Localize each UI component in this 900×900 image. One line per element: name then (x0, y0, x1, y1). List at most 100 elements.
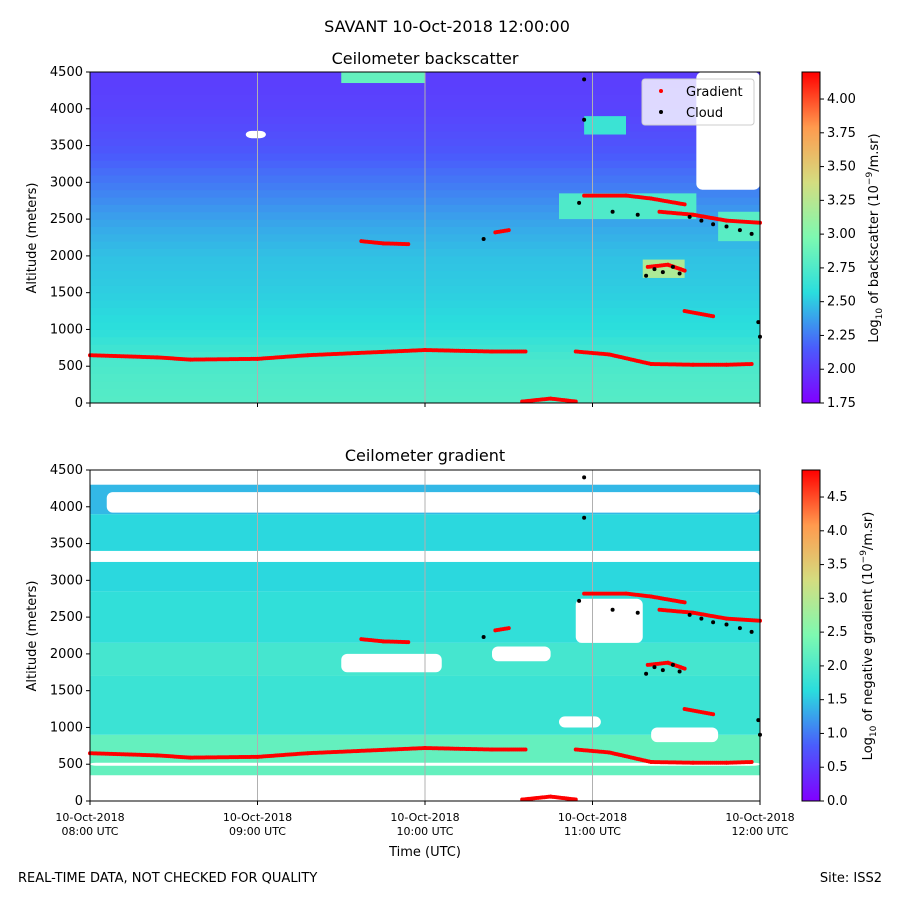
x-tick-label-date: 10-Oct-2018 (725, 811, 794, 824)
gradient-point (506, 626, 511, 631)
heatmap-patch (642, 259, 685, 278)
legend-box (641, 78, 755, 126)
colorbar-tick-label: 2.0 (827, 659, 848, 674)
backscatter-title: Ceilometer backscatter (332, 49, 519, 68)
gradient-title: Ceilometer gradient (345, 446, 505, 465)
cloud-point (610, 209, 615, 214)
cloud-point (660, 270, 665, 275)
y-tick-label: 2000 (50, 647, 83, 662)
cloud-point (749, 231, 754, 236)
backscatter-colorbar-label: Log10 of backscatter (10−9/m.sr) (865, 133, 885, 342)
backscatter-colorbar-ramp (801, 71, 821, 404)
colorbar-label-suffix: /m.sr) (861, 512, 876, 550)
x-tick-label-time: 11:00 UTC (564, 825, 621, 838)
heatmap-empty-region (123, 552, 241, 560)
y-tick-label: 4500 (50, 463, 83, 478)
heatmap-empty-region (245, 130, 266, 139)
cloud-point (724, 622, 729, 627)
cloud-point (582, 475, 587, 480)
x-tick-label-time: 08:00 UTC (61, 825, 118, 838)
colorbar-tick-label: 1.5 (827, 693, 848, 708)
cloud-point (670, 264, 675, 269)
gradient-point (506, 228, 511, 233)
gradient-xlabel: Time (UTC) (388, 845, 461, 860)
gradient-point (523, 349, 528, 354)
cloud-point (610, 607, 615, 612)
y-tick-label: 3000 (50, 175, 83, 190)
y-tick-label: 0 (75, 794, 83, 809)
legend-gradient-marker (659, 89, 663, 93)
cloud-point (652, 267, 657, 272)
gradient-point (711, 314, 716, 319)
colorbar-tick-label: 3.5 (827, 558, 848, 573)
cloud-point (756, 320, 761, 325)
gradient-axes: 0 500 1000 1500 2000 2500 3000 3500 4000 4500 10-O… (50, 463, 795, 838)
y-tick-label: 0 (75, 396, 83, 411)
gradient-point (682, 268, 687, 273)
cloud-point (749, 629, 754, 634)
gradient-point (523, 747, 528, 752)
legend-cloud-label: Cloud (686, 106, 723, 121)
colorbar-label-prefix: Log (861, 737, 876, 760)
gradient-point (682, 202, 687, 207)
colorbar-label-mid: of negative gradient (10 (861, 563, 876, 725)
heatmap-empty-region (575, 598, 643, 643)
colorbar-label-sub: 10 (869, 725, 879, 737)
footer-site: Site: ISS2 (820, 871, 882, 886)
colorbar-tick-label: 1.0 (827, 726, 848, 741)
heatmap-empty-region (559, 716, 601, 728)
backscatter-markers (88, 77, 762, 404)
heatmap-patch (341, 72, 425, 84)
gradient-colorbar: 0.0 0.5 1.0 1.5 2.0 2.5 3.0 3.5 4.0 4.5 Log10 of … (801, 469, 879, 809)
cloud-point (582, 77, 587, 82)
figure-title: SAVANT 10-Oct-2018 12:00:00 (324, 17, 570, 36)
gradient-colorbar-ramp (801, 469, 821, 802)
y-tick-label: 2500 (50, 212, 83, 227)
gradient-colorbar-label: Log10 of negative gradient (10−9/m.sr) (859, 512, 879, 761)
colorbar-tick-label: 1.75 (827, 396, 856, 411)
heatmap-patch (718, 211, 760, 242)
cloud-point (635, 212, 640, 217)
heatmap-empty-region (341, 653, 442, 673)
colorbar-tick-label: 4.0 (827, 524, 848, 539)
cloud-point (577, 200, 582, 205)
heatmap-empty-region (106, 492, 760, 513)
cloud-point (737, 228, 742, 233)
colorbar-tick-label: 4.00 (827, 92, 856, 107)
gradient-point (406, 640, 411, 645)
gradient-point (749, 362, 754, 367)
y-tick-label: 2000 (50, 249, 83, 264)
backscatter-gridlines (257, 72, 593, 403)
cloud-point (711, 620, 716, 625)
y-tick-label: 3500 (50, 139, 83, 154)
colorbar-tick-label: 3.50 (827, 160, 856, 175)
cloud-point (635, 610, 640, 615)
y-tick-label: 1000 (50, 720, 83, 735)
y-tick-label: 3500 (50, 537, 83, 552)
cloud-point (699, 616, 704, 621)
cloud-point (737, 626, 742, 631)
cloud-point (724, 224, 729, 229)
gradient-gridlines (257, 470, 593, 801)
cloud-point (660, 668, 665, 673)
colorbar-tick-label: 3.75 (827, 126, 856, 141)
y-tick-label: 4000 (50, 500, 83, 515)
colorbar-tick-label: 3.00 (827, 227, 856, 242)
cloud-point (687, 612, 692, 617)
legend-cloud-marker (659, 110, 663, 114)
heatmap-patch (584, 116, 626, 135)
colorbar-label-prefix: Log (867, 319, 882, 342)
colorbar-tick-label: 3.0 (827, 591, 848, 606)
x-tick-label-time: 10:00 UTC (396, 825, 453, 838)
colorbar-tick-label: 4.5 (827, 490, 848, 505)
cloud-point (481, 634, 486, 639)
colorbar-tick-label: 0.5 (827, 760, 848, 775)
y-tick-label: 1500 (50, 684, 83, 699)
gradient-ylabel: Altitude (meters) (25, 581, 40, 692)
gradient-point (682, 600, 687, 605)
heatmap-empty-region (651, 727, 719, 743)
gradient-point (682, 666, 687, 671)
backscatter-colorbar-ticks: 1.75 2.00 2.25 2.50 2.75 3.00 3.25 3.50 3.75 4.00 (820, 92, 856, 411)
cloud-point (670, 662, 675, 667)
